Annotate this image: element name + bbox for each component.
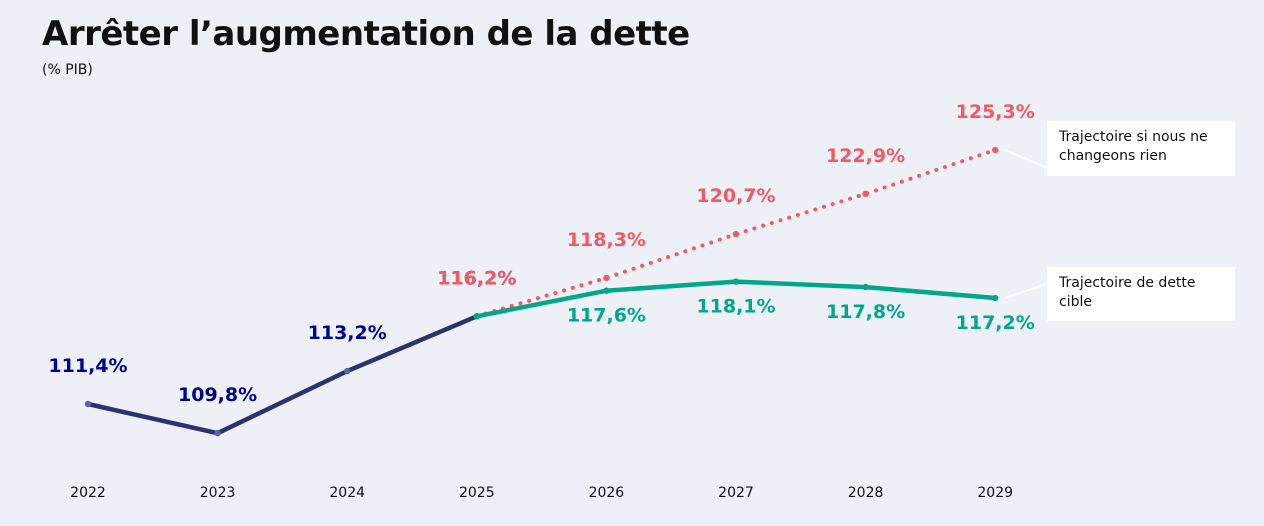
data-point-no-change-2026 [603,274,610,282]
data-point-target-2028 [862,283,869,291]
data-point-target-2029 [992,294,999,302]
value-label-target-2029: 117,2% [956,312,1035,334]
data-point-target-2027 [732,278,740,285]
value-labels: 111,4%109,8%113,2%116,2%116,2%118,3%120,… [48,101,1034,406]
x-tick-2024: 2024 [329,485,365,501]
value-label-historical-2025: 116,2% [437,267,516,289]
connector-target [1004,283,1048,299]
x-tick-2027: 2027 [718,485,754,501]
value-label-no-change-2027: 120,7% [696,185,775,207]
x-tick-2028: 2028 [848,485,884,501]
value-label-no-change-2029: 125,3% [956,101,1035,123]
chart-subtitle: (% PIB) [42,62,93,78]
value-label-no-change-2028: 122,9% [826,145,905,167]
value-label-historical-2023: 109,8% [178,384,257,406]
value-label-target-2026: 117,6% [567,305,646,327]
series-points [84,146,999,437]
data-point-no-change-2027 [732,230,740,238]
data-point-no-change-2028 [862,190,869,198]
series-line-historical [85,314,480,436]
data-point-no-change-2029 [992,146,999,154]
connector-no-change [1004,149,1048,169]
x-tick-2022: 2022 [70,485,106,501]
chart-title: Arrêter l’augmentation de la dette [42,14,690,54]
value-label-target-2027: 118,1% [696,296,775,318]
x-tick-2026: 2026 [589,485,625,501]
value-label-historical-2024: 113,2% [308,322,387,344]
x-axis-ticks: 2022 2023 2024 2025 2026 2027 2028 2029 [70,485,1013,501]
x-tick-2023: 2023 [200,485,236,501]
data-point-target-2025 [473,313,480,320]
data-point-historical-2023 [214,430,221,437]
annotation-no-change: Trajectoire si nous ne changeons rien [1047,121,1235,176]
value-label-no-change-2025: 116,2% [437,267,516,289]
x-tick-2029: 2029 [977,485,1013,501]
x-tick-2025: 2025 [459,485,495,501]
data-point-target-2026 [603,287,610,294]
data-point-historical-2024 [344,367,351,375]
value-label-target-2028: 117,8% [826,301,905,323]
data-point-historical-2022 [84,400,92,408]
annotation-target: Trajectoire de dette cible [1047,267,1235,321]
value-label-historical-2022: 111,4% [48,355,127,377]
annotation-connectors [1004,149,1048,299]
value-label-no-change-2026: 118,3% [567,229,646,251]
